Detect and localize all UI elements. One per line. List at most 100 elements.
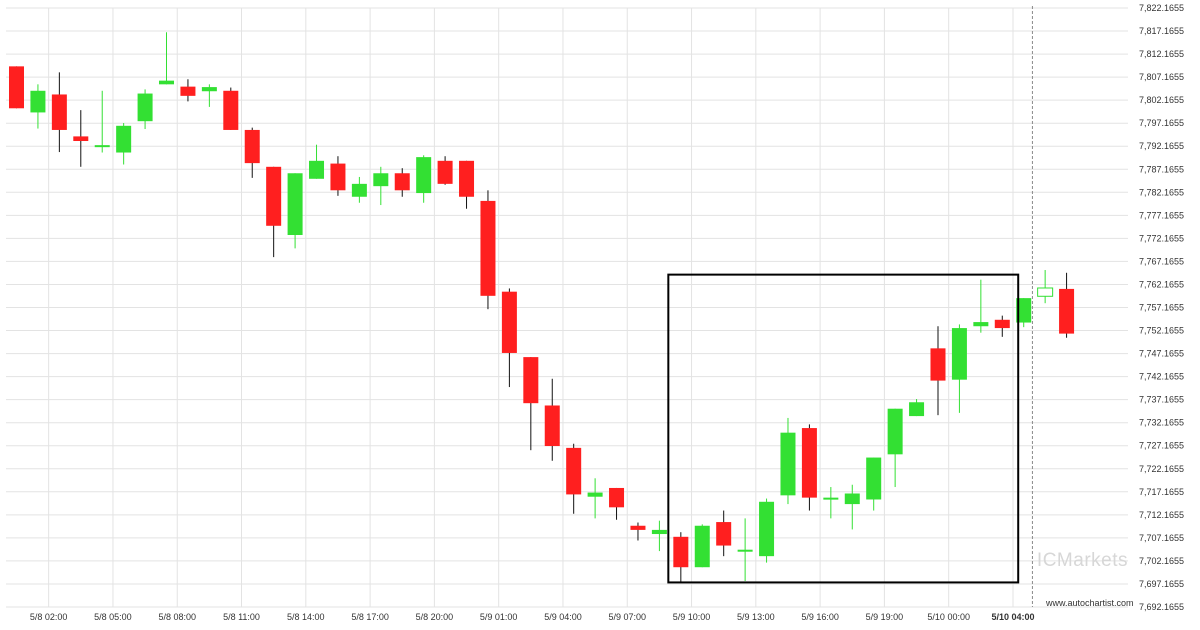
candle-body (759, 501, 775, 557)
x-tick-label: 5/10 04:00 (991, 612, 1034, 622)
candles (9, 32, 1075, 583)
candle-body (501, 291, 517, 353)
candle-body (823, 497, 839, 500)
x-tick-label: 5/9 13:00 (737, 612, 775, 622)
y-tick-label: 7,737.1655 (1139, 395, 1184, 405)
candle-body (844, 493, 860, 505)
candle-body (587, 492, 603, 497)
x-tick-label: 5/8 11:00 (223, 612, 260, 622)
x-tick-label: 5/9 16:00 (801, 612, 839, 622)
candle-body (266, 166, 282, 226)
candle-body (544, 405, 560, 447)
candle-body (887, 408, 903, 455)
x-axis: 5/8 02:00 5/8 05:00 5/8 08:00 5/8 11:00 5/8 … (30, 612, 1035, 622)
y-tick-label: 7,822.1655 (1139, 3, 1184, 13)
candle-body (716, 522, 732, 546)
x-tick-label: 5/9 04:00 (544, 612, 582, 622)
x-tick-label: 5/8 14:00 (287, 612, 325, 622)
candle-body (480, 200, 496, 296)
y-tick-label: 7,792.1655 (1139, 141, 1184, 151)
y-tick-label: 7,797.1655 (1139, 118, 1184, 128)
y-tick-label: 7,697.1655 (1139, 579, 1184, 589)
y-tick-label: 7,692.1655 (1139, 602, 1184, 612)
x-tick-label: 5/8 20:00 (416, 612, 454, 622)
candle-body (1059, 288, 1075, 334)
x-tick-label: 5/9 01:00 (480, 612, 518, 622)
y-tick-label: 7,757.1655 (1139, 303, 1184, 313)
y-tick-label: 7,732.1655 (1139, 418, 1184, 428)
y-tick-label: 7,762.1655 (1139, 279, 1184, 289)
x-tick-label: 5/9 10:00 (673, 612, 711, 622)
y-tick-label: 7,707.1655 (1139, 533, 1184, 543)
candle-body (116, 125, 132, 153)
candle-body (951, 328, 967, 380)
candle-body (51, 94, 67, 130)
y-tick-label: 7,727.1655 (1139, 441, 1184, 451)
broker-watermark: ICMarkets (1036, 550, 1128, 571)
candle-body (223, 90, 239, 130)
candle-body (351, 183, 367, 197)
x-tick-label: 5/10 00:00 (927, 612, 970, 622)
candle-body (866, 457, 882, 500)
y-tick-label: 7,782.1655 (1139, 187, 1184, 197)
candle-body (994, 319, 1010, 329)
y-tick-label: 7,772.1655 (1139, 233, 1184, 243)
x-tick-label: 5/9 07:00 (608, 612, 646, 622)
candle-body (330, 163, 346, 191)
y-axis: 7,822.1655 7,817.1655 7,812.1655 7,807.1655… (1139, 3, 1184, 612)
candle-body (137, 93, 153, 122)
y-tick-label: 7,747.1655 (1139, 349, 1184, 359)
candle-body (373, 173, 389, 187)
candle-body (909, 402, 925, 417)
source-credit: www.autochartist.com (1046, 598, 1134, 608)
candle-body (651, 529, 667, 535)
candle-body (973, 322, 989, 327)
candle-body (694, 525, 710, 568)
y-tick-label: 7,817.1655 (1139, 26, 1184, 36)
candle-body (673, 536, 689, 568)
candle-body (73, 136, 89, 142)
y-tick-label: 7,787.1655 (1139, 164, 1184, 174)
candle-body (159, 80, 175, 85)
candle-body (30, 90, 46, 113)
candle-body (180, 86, 196, 96)
candle-body (737, 549, 753, 552)
x-tick-label: 5/9 19:00 (866, 612, 904, 622)
y-tick-label: 7,712.1655 (1139, 510, 1184, 520)
y-tick-label: 7,767.1655 (1139, 256, 1184, 266)
pattern-rectangle (667, 273, 1020, 584)
x-tick-label: 5/8 08:00 (158, 612, 196, 622)
candle-body (1016, 298, 1032, 323)
candle-body (609, 487, 625, 508)
candle-body (416, 157, 432, 194)
y-tick-label: 7,777.1655 (1139, 210, 1184, 220)
y-tick-label: 7,752.1655 (1139, 326, 1184, 336)
y-tick-label: 7,742.1655 (1139, 372, 1184, 382)
x-tick-label: 5/8 17:00 (351, 612, 389, 622)
candle-body (201, 87, 217, 92)
candle-body (566, 447, 582, 495)
grid (6, 7, 1128, 608)
candle-body (309, 160, 325, 179)
candle-body (630, 525, 646, 530)
x-tick-label: 5/8 02:00 (30, 612, 68, 622)
pattern-box (667, 273, 1020, 584)
y-tick-label: 7,812.1655 (1139, 49, 1184, 59)
y-tick-label: 7,722.1655 (1139, 464, 1184, 474)
candle-body (94, 145, 110, 148)
y-tick-label: 7,717.1655 (1139, 487, 1184, 497)
candle-body (244, 129, 260, 164)
y-tick-label: 7,807.1655 (1139, 72, 1184, 82)
y-tick-label: 7,702.1655 (1139, 556, 1184, 566)
candle-body (287, 173, 303, 236)
candle-body (801, 428, 817, 498)
y-tick-label: 7,802.1655 (1139, 95, 1184, 105)
candle-body (1037, 287, 1054, 297)
candle-body (9, 66, 24, 109)
x-tick-label: 5/8 05:00 (94, 612, 132, 622)
candle-body (459, 160, 475, 197)
candle-body (394, 173, 410, 191)
candle-body (930, 348, 946, 381)
candle-body (437, 160, 453, 184)
